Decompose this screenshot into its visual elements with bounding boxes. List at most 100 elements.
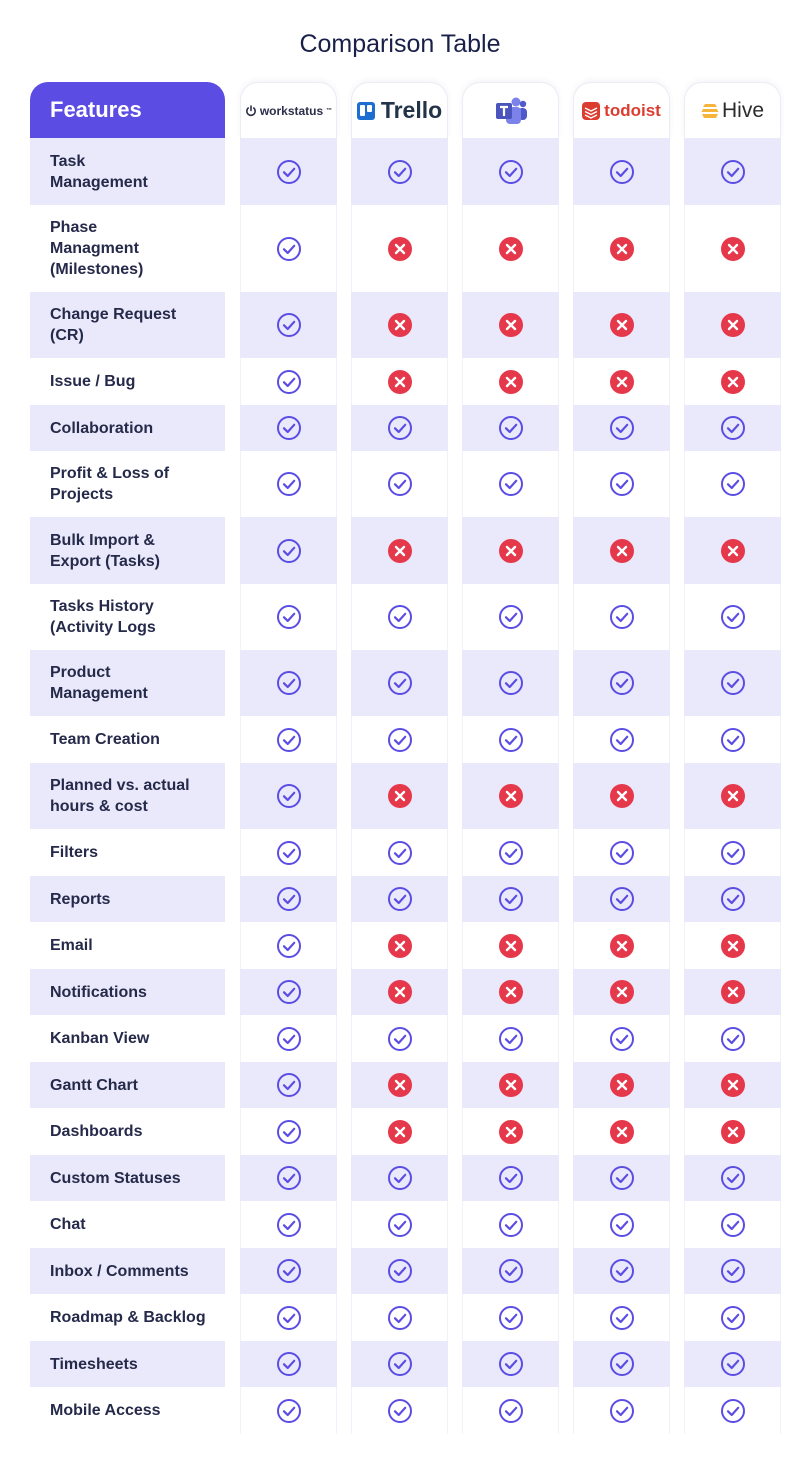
cell-todoist [573, 517, 670, 584]
feature-label: Inbox / Comments [30, 1248, 225, 1294]
check-icon [387, 1259, 412, 1283]
cell-teams [462, 517, 559, 584]
feature-label: Phase Managment (Milestones) [30, 205, 225, 292]
check-icon [276, 472, 301, 496]
cell-todoist [573, 358, 670, 405]
table-row: Collaboration [30, 405, 785, 451]
feature-label: Gantt Chart [30, 1062, 225, 1108]
trello-icon [356, 101, 375, 120]
cell-teams [462, 763, 559, 829]
cell-trello [351, 138, 448, 205]
cell-trello [351, 763, 448, 829]
check-icon [276, 1166, 301, 1190]
cell-teams [462, 292, 559, 358]
check-icon [387, 1166, 412, 1190]
cell-todoist [573, 205, 670, 292]
cell-hive [684, 1248, 781, 1294]
check-icon [498, 1259, 523, 1283]
check-icon [498, 416, 523, 440]
cell-hive [684, 205, 781, 292]
check-icon [720, 671, 745, 695]
check-icon [498, 727, 523, 752]
cell-todoist [573, 584, 670, 650]
cross-icon [720, 538, 745, 563]
cell-trello [351, 1201, 448, 1248]
check-icon [609, 840, 634, 865]
check-icon [498, 840, 523, 865]
cell-workstatus [240, 517, 337, 584]
cell-hive [684, 829, 781, 876]
cross-icon [720, 980, 745, 1004]
feature-label: Change Request (CR) [30, 292, 225, 358]
feature-label: Filters [30, 829, 225, 876]
check-icon [609, 1305, 634, 1330]
check-icon [609, 1166, 634, 1190]
cell-todoist [573, 1108, 670, 1155]
feature-label: Notifications [30, 969, 225, 1015]
table-header: Features workstatus ™ Trello [30, 82, 785, 138]
cell-trello [351, 292, 448, 358]
cell-workstatus [240, 876, 337, 922]
cell-trello [351, 876, 448, 922]
check-icon [387, 840, 412, 865]
cell-todoist [573, 969, 670, 1015]
cross-icon [387, 784, 412, 808]
cross-icon [609, 1119, 634, 1144]
table-row: Task Management [30, 138, 785, 205]
check-icon [498, 671, 523, 695]
cell-todoist [573, 1155, 670, 1201]
microsoft-teams-icon [495, 97, 527, 124]
cell-workstatus [240, 1201, 337, 1248]
cross-icon [387, 1119, 412, 1144]
cell-todoist [573, 1201, 670, 1248]
cross-icon [498, 1119, 523, 1144]
power-icon [245, 104, 256, 116]
cell-teams [462, 138, 559, 205]
check-icon [720, 416, 745, 440]
feature-label: Timesheets [30, 1341, 225, 1387]
table-row: Phase Managment (Milestones) [30, 205, 785, 292]
cell-todoist [573, 292, 670, 358]
cell-workstatus [240, 292, 337, 358]
cell-trello [351, 1062, 448, 1108]
check-icon [387, 727, 412, 752]
check-icon [498, 1212, 523, 1237]
cell-todoist [573, 876, 670, 922]
cell-workstatus [240, 405, 337, 451]
cell-workstatus [240, 716, 337, 763]
page-title: Comparison Table [299, 30, 501, 58]
logo-hive: Hive [684, 82, 781, 138]
feature-label: Profit & Loss of Projects [30, 451, 225, 517]
check-icon [609, 1212, 634, 1237]
check-icon [387, 1352, 412, 1376]
check-icon [720, 605, 745, 629]
table-row: Profit & Loss of Projects [30, 451, 785, 517]
check-icon [276, 840, 301, 865]
cell-hive [684, 1108, 781, 1155]
cross-icon [387, 369, 412, 394]
cell-todoist [573, 716, 670, 763]
table-row: Issue / Bug [30, 358, 785, 405]
cross-icon [609, 933, 634, 958]
check-icon [498, 605, 523, 629]
cross-icon [387, 538, 412, 563]
cell-teams [462, 1201, 559, 1248]
table-row: Reports [30, 876, 785, 922]
cell-teams [462, 876, 559, 922]
check-icon [609, 416, 634, 440]
check-icon [276, 1212, 301, 1237]
cell-hive [684, 451, 781, 517]
cell-hive [684, 1062, 781, 1108]
cell-teams [462, 650, 559, 716]
cell-hive [684, 358, 781, 405]
cell-workstatus [240, 205, 337, 292]
check-icon [609, 671, 634, 695]
cell-workstatus [240, 1294, 337, 1341]
check-icon [276, 1352, 301, 1376]
cell-todoist [573, 1294, 670, 1341]
hive-logo-text: Hive [721, 98, 764, 122]
cross-icon [720, 1119, 745, 1144]
cross-icon [387, 236, 412, 261]
check-icon [276, 727, 301, 752]
check-icon [609, 472, 634, 496]
